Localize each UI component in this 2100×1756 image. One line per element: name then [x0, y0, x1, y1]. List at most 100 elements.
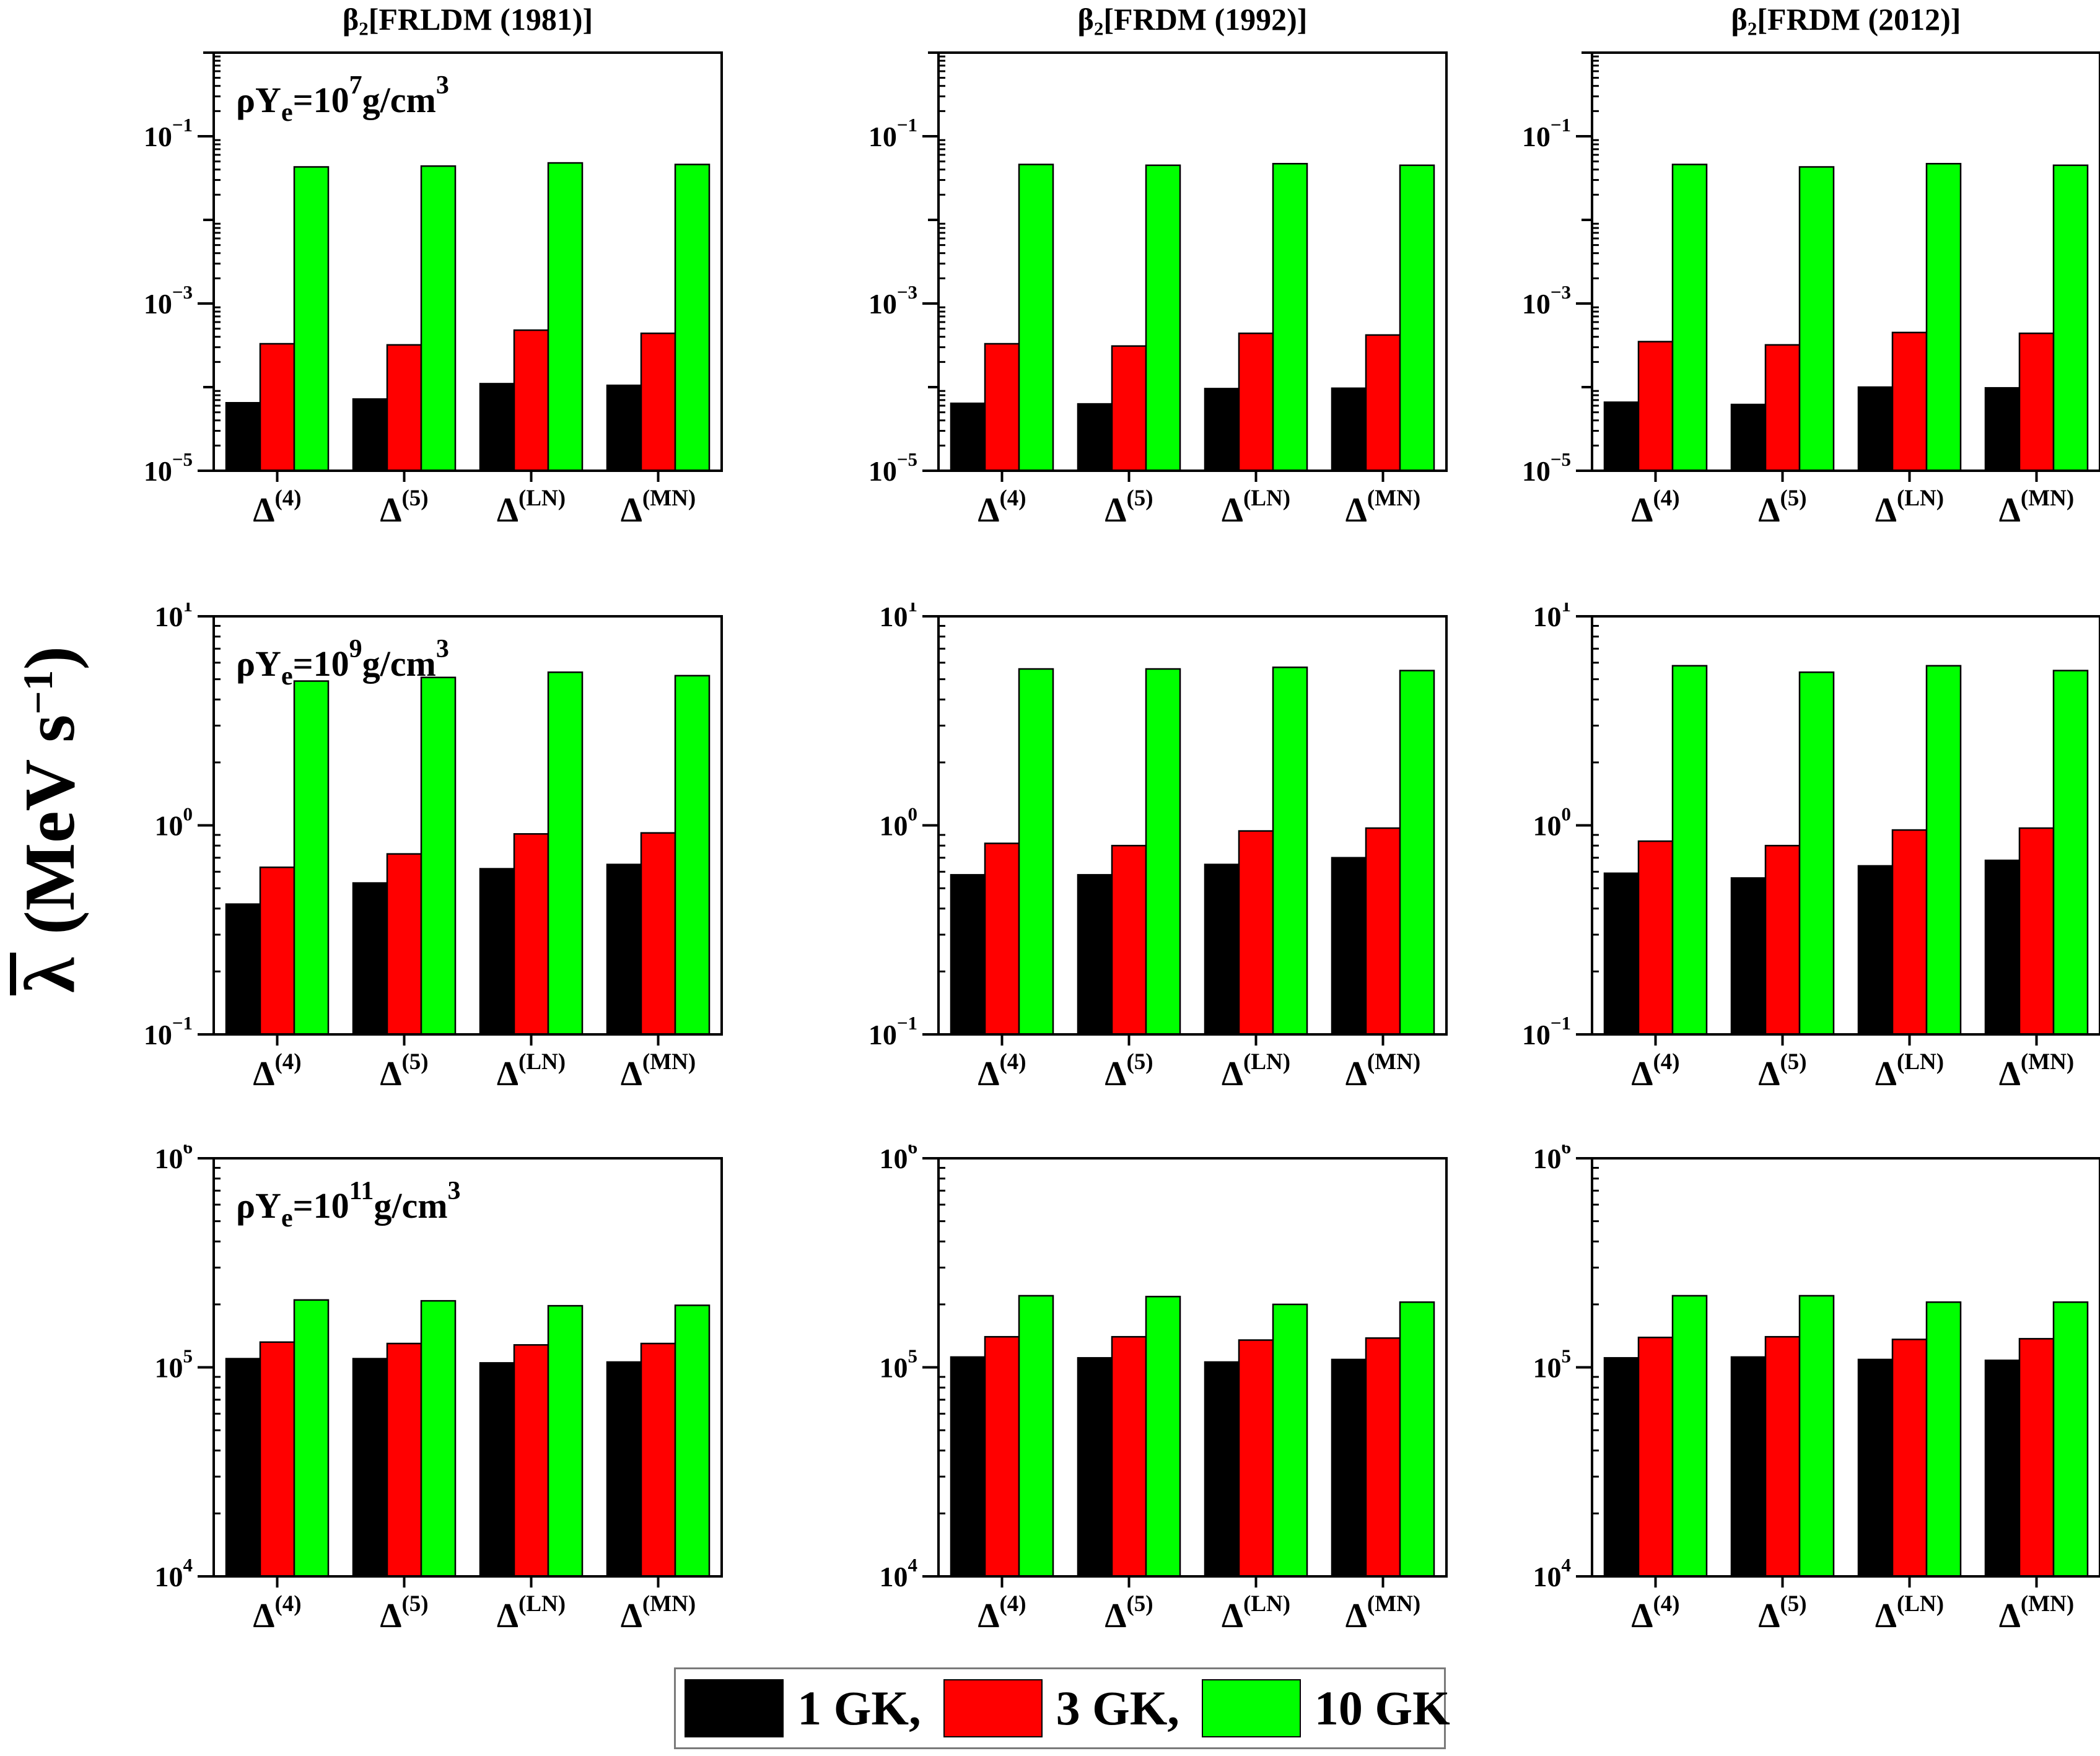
legend-label-1gk: 1 GK, [797, 1681, 921, 1735]
bar-1gk [1730, 877, 1767, 1036]
bar-10gk [420, 1300, 457, 1578]
bars [225, 671, 711, 1036]
y-tick-label: 10−1 [144, 1012, 193, 1051]
y-axis-ticks: 10−1 100 101 [868, 603, 945, 1051]
bar-3gk [640, 1342, 676, 1578]
bar-3gk [640, 332, 676, 472]
bar-1gk [950, 1356, 986, 1578]
x-tick-label: Δ(MN) [621, 486, 696, 530]
bar-10gk [674, 1304, 711, 1578]
y-tick-label: 10−1 [1522, 1012, 1571, 1051]
bar-1gk [1077, 1356, 1113, 1578]
x-tick-label: Δ(4) [253, 1591, 301, 1635]
panel-row2-col2: 10−1 100 101 Δ(4) Δ(5) Δ(LN) Δ(MN) [868, 603, 1448, 1093]
bar-10gk [1671, 164, 1708, 472]
y-tick-label: 10−3 [144, 281, 193, 320]
y-axis-unit-exponent: −1 [15, 670, 61, 715]
y-axis-label: λ (MeV s−1) [0, 418, 90, 1223]
bar-1gk [1857, 1358, 1894, 1578]
bar-1gk [1984, 387, 2021, 472]
legend-label-3gk: 3 GK, [1056, 1681, 1179, 1735]
bars [225, 162, 711, 472]
x-tick-label: Δ(5) [1105, 1591, 1153, 1635]
bar-3gk [386, 1342, 422, 1578]
bar-10gk [1145, 164, 1181, 472]
x-tick-label: Δ(LN) [1875, 486, 1944, 530]
bar-1gk [950, 874, 986, 1036]
panel-row1-col3: 10−5 10−3 10−1 Δ(4) Δ(5) Δ(LN) Δ(MN) [1522, 51, 2100, 530]
bar-1gk [1077, 874, 1113, 1036]
bar-3gk [1637, 341, 1674, 472]
bar-3gk [2018, 827, 2055, 1036]
column-title-text: [FRLDM (1981)] [368, 2, 593, 37]
y-axis-unit-open: (MeV s [10, 714, 90, 953]
x-tick-label: Δ(MN) [1999, 1591, 2074, 1635]
bar-3gk [513, 329, 549, 472]
bar-10gk [293, 166, 330, 472]
bar-1gk [1730, 1356, 1767, 1578]
bar-1gk [225, 903, 261, 1036]
bar-1gk [352, 398, 388, 472]
panel-row3-col2: 104 105 106 Δ(4) Δ(5) Δ(LN) Δ(MN) [880, 1145, 1448, 1635]
y-tick-label: 100 [880, 803, 918, 842]
y-tick-label: 104 [155, 1554, 193, 1592]
column-title-text: [FRDM (1992)] [1103, 2, 1308, 37]
bar-1gk [1984, 859, 2021, 1036]
y-tick-label: 10−1 [868, 1012, 917, 1051]
y-tick-label: 10−5 [144, 448, 193, 487]
bar-3gk [1891, 829, 1928, 1036]
bar-3gk [1111, 844, 1147, 1036]
y-axis-ticks: 10−1 100 101 [144, 603, 221, 1051]
y-tick-label: 10−3 [868, 281, 917, 320]
x-tick-label: Δ(5) [1105, 1049, 1153, 1093]
bar-1gk [479, 1362, 515, 1578]
bars [950, 163, 1435, 472]
y-tick-label: 10−5 [1522, 448, 1571, 487]
bar-1gk [1984, 1359, 2021, 1578]
x-tick-label: Δ(LN) [1222, 486, 1290, 530]
x-tick-label: Δ(4) [1631, 1591, 1679, 1635]
y-tick-label: 10−1 [1522, 114, 1571, 152]
column-title-frdm-1992: β2[FRDM (1992)] [938, 1, 1446, 40]
bar-10gk [2052, 670, 2089, 1036]
x-axis-ticks: Δ(4) Δ(5) Δ(LN) Δ(MN) [978, 1576, 1420, 1635]
x-tick-label: Δ(4) [978, 1591, 1026, 1635]
bars [950, 1295, 1435, 1578]
x-tick-label: Δ(LN) [497, 1049, 566, 1093]
x-tick-label: Δ(5) [380, 1591, 428, 1635]
y-tick-label: 100 [1533, 803, 1572, 842]
x-tick-label: Δ(MN) [1345, 1049, 1420, 1093]
y-tick-label: 106 [155, 1145, 193, 1174]
bar-10gk [2052, 1301, 2089, 1578]
x-tick-label: Δ(LN) [497, 1591, 566, 1635]
beta-symbol: β [1731, 2, 1748, 37]
bar-3gk [513, 833, 549, 1036]
bar-10gk [1018, 164, 1054, 472]
x-tick-label: Δ(5) [1758, 486, 1806, 530]
legend: 1 GK, 3 GK, 10 GK [674, 1667, 1450, 1749]
bar-3gk [984, 343, 1020, 472]
bar-1gk [606, 863, 642, 1036]
bar-10gk [1925, 163, 1962, 472]
bar-3gk [1891, 331, 1928, 472]
y-tick-label: 100 [155, 803, 193, 842]
density-inset-label: ρYe=107g/cm3 [236, 71, 449, 127]
bar-1gk [1730, 403, 1767, 472]
y-tick-label: 10−3 [1522, 281, 1571, 320]
y-tick-label: 10−1 [144, 114, 193, 152]
beta-symbol: β [1077, 2, 1094, 37]
x-tick-label: Δ(4) [253, 1049, 301, 1093]
bar-10gk [293, 1299, 330, 1578]
bar-10gk [293, 680, 330, 1036]
x-axis-ticks: Δ(4) Δ(5) Δ(LN) Δ(MN) [1631, 1576, 2074, 1635]
bars [1603, 163, 2089, 472]
y-tick-label: 106 [880, 1145, 918, 1174]
beta-symbol: β [342, 2, 359, 37]
lambda-bar-symbol: λ [9, 953, 90, 996]
bar-3gk [984, 842, 1020, 1036]
bar-1gk [1603, 872, 1640, 1036]
bar-1gk [1204, 1361, 1240, 1578]
y-tick-label: 106 [1533, 1145, 1572, 1174]
column-title-frdm-2012: β2[FRDM (2012)] [1592, 1, 2100, 40]
bar-10gk [420, 165, 457, 472]
